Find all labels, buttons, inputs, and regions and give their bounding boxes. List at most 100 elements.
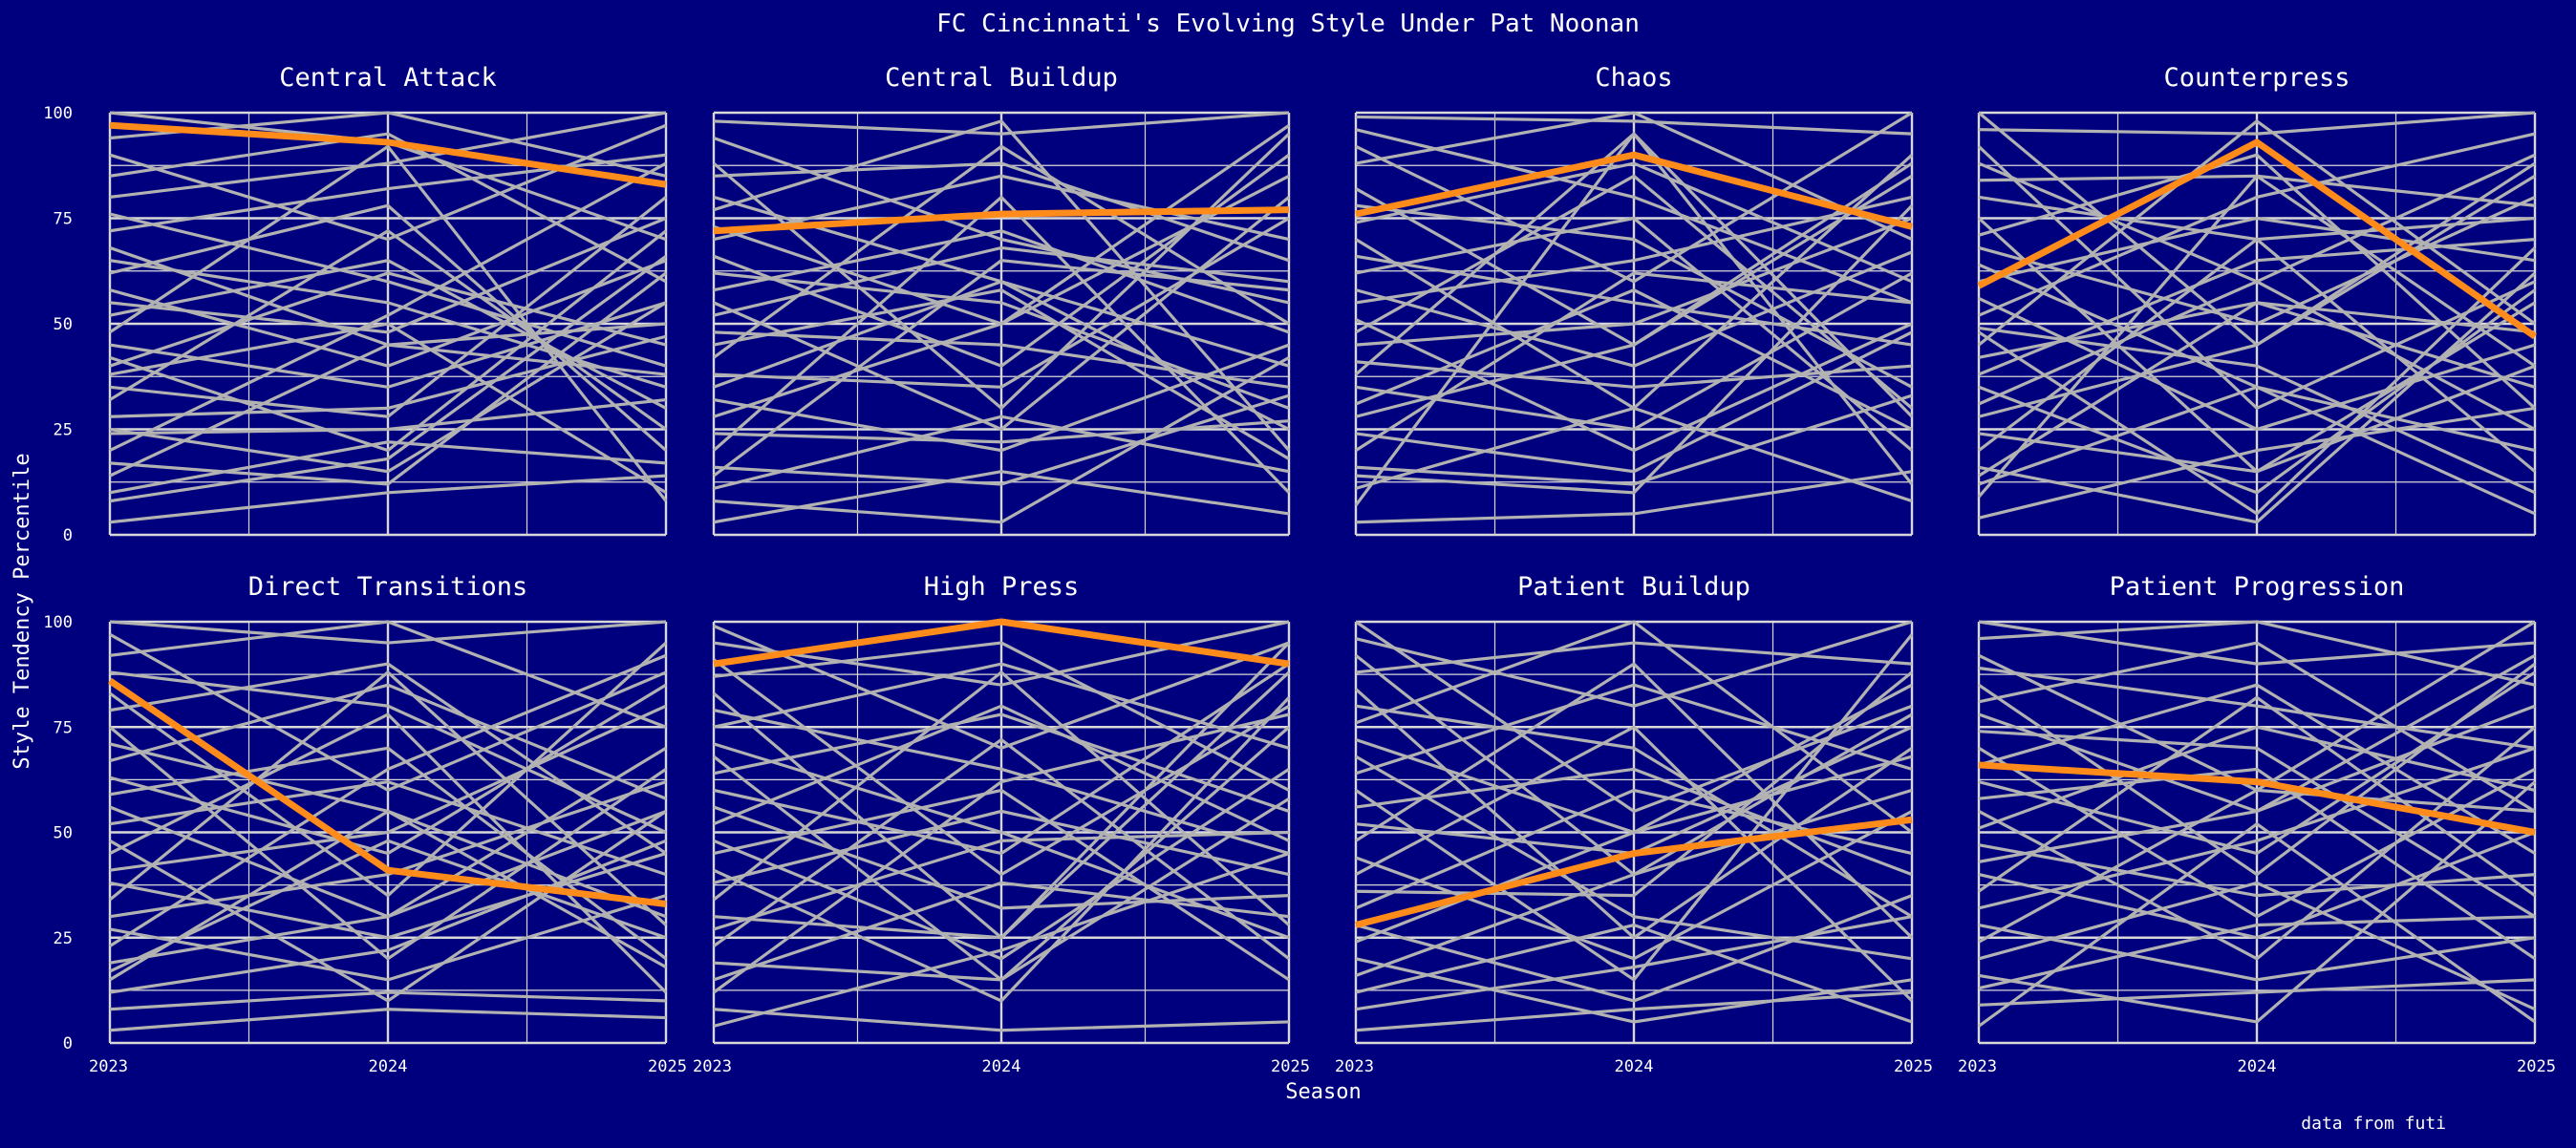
team-series-line: [1355, 287, 1913, 431]
team-series-line: [109, 212, 667, 368]
team-series-line: [109, 839, 667, 994]
team-series-line: [109, 683, 667, 800]
team-series-line: [1355, 111, 1913, 242]
team-series-line: [713, 470, 1290, 524]
x-tick-label: 2025: [1894, 1057, 1933, 1076]
team-series-line: [713, 809, 1290, 884]
team-series-line: [713, 881, 1290, 982]
team-series-line: [109, 474, 667, 524]
team-series-line: [1355, 755, 1913, 961]
team-series-line: [1978, 881, 2536, 1011]
team-series-line: [1355, 923, 1913, 1024]
team-series-line: [1978, 620, 2536, 687]
team-series-line: [1978, 238, 2536, 376]
facet-title: Central Buildup: [885, 63, 1118, 93]
team-series-line: [1978, 725, 2536, 830]
facet-panel: Direct Transitions 0 25 50 75 100 2023 2024 2025: [43, 572, 687, 1076]
team-series-line: [109, 440, 667, 495]
team-series-line: [109, 229, 667, 453]
team-series-line: [1978, 788, 2536, 944]
team-series-line: [109, 217, 667, 334]
team-series-line: [1355, 670, 1914, 898]
highlight-series-line: [1355, 816, 1913, 928]
x-tick-label: 2023: [693, 1057, 732, 1076]
team-series-line: [1355, 204, 1914, 495]
team-series-line: [1978, 923, 2536, 982]
team-series-line: [713, 662, 1290, 750]
team-series-line: [1977, 118, 2536, 347]
team-series-line: [1978, 978, 2536, 1007]
team-series-line: [1355, 990, 1913, 1032]
y-axis-label: Style Tendency Percentile: [11, 453, 34, 769]
team-series-line: [109, 132, 667, 284]
team-series-line: [1978, 111, 2536, 136]
facet-panels: Central Attack 0 25 50 75 100 Central Buildup C…: [43, 63, 2556, 1076]
team-series-line: [1355, 725, 1914, 1003]
team-series-line: [713, 229, 1290, 334]
team-series-line: [109, 810, 667, 1003]
highlight-series-line: [1977, 138, 2538, 340]
team-series-line: [109, 161, 667, 453]
team-series-line: [1355, 683, 1913, 776]
team-series-line: [1355, 115, 1913, 136]
x-tick-label: 2023: [1958, 1057, 1997, 1076]
team-series-line: [109, 712, 668, 994]
y-tick-label: 25: [54, 421, 73, 440]
x-tick-label: 2025: [2517, 1057, 2556, 1076]
facet-title: Chaos: [1595, 63, 1672, 93]
team-series-line: [109, 990, 667, 1011]
team-series-line: [713, 788, 1290, 982]
x-tick-label: 2024: [1615, 1057, 1654, 1076]
facet-panel: Patient Progression 2023 2024 2025: [1958, 572, 2556, 1076]
team-series-line: [1355, 915, 1913, 1011]
team-series-line: [713, 662, 1290, 856]
team-series-line: [1355, 767, 1913, 877]
team-series-line: [713, 119, 1291, 452]
facet-panel: High Press 2023 2024 2025: [693, 572, 1310, 1076]
facet-title: Patient Buildup: [1517, 572, 1750, 602]
y-tick-label: 100: [43, 613, 73, 632]
x-tick-label: 2025: [1271, 1057, 1310, 1076]
team-series-line: [1355, 128, 1913, 305]
team-series-line: [1978, 620, 2536, 666]
team-series-line: [1355, 217, 1913, 347]
facet-title: Patient Progression: [2110, 572, 2405, 602]
team-series-line: [109, 662, 667, 855]
team-series-line: [1355, 712, 1913, 977]
team-series-line: [109, 620, 667, 645]
team-series-line: [713, 696, 1291, 1003]
team-series-line: [1355, 203, 1913, 389]
team-series-line: [713, 343, 1290, 453]
team-series-line: [1978, 237, 2537, 473]
team-series-line: [713, 355, 1290, 524]
team-series-line: [1978, 364, 2536, 474]
x-tick-label: 2024: [369, 1057, 408, 1076]
team-series-line: [1978, 821, 2536, 1028]
x-tick-label: 2023: [89, 1057, 128, 1076]
team-series-line: [109, 779, 667, 877]
team-series-line: [109, 632, 667, 793]
team-series-line: [713, 712, 1290, 994]
team-series-line: [713, 245, 1290, 317]
team-series-line: [1355, 360, 1913, 389]
team-series-line: [109, 343, 667, 478]
highlight-series-line: [109, 121, 667, 188]
team-series-line: [1355, 271, 1913, 432]
team-series-line: [109, 196, 667, 418]
team-series-line: [1978, 406, 2536, 520]
team-series-line: [1355, 470, 1913, 524]
team-series-line: [1355, 957, 1913, 1024]
team-series-line: [109, 704, 667, 872]
y-tick-label: 75: [54, 210, 73, 229]
team-series-line: [713, 620, 1290, 687]
team-series-line: [713, 287, 1290, 460]
x-tick-label: 2024: [2238, 1057, 2277, 1076]
team-series-line: [109, 271, 667, 368]
team-series-line: [713, 144, 1290, 359]
team-series-line: [1978, 246, 2537, 516]
team-series-line: [1978, 195, 2536, 326]
team-series-line: [1978, 280, 2536, 431]
team-series-line: [109, 153, 667, 233]
team-series-line: [1355, 250, 1913, 368]
